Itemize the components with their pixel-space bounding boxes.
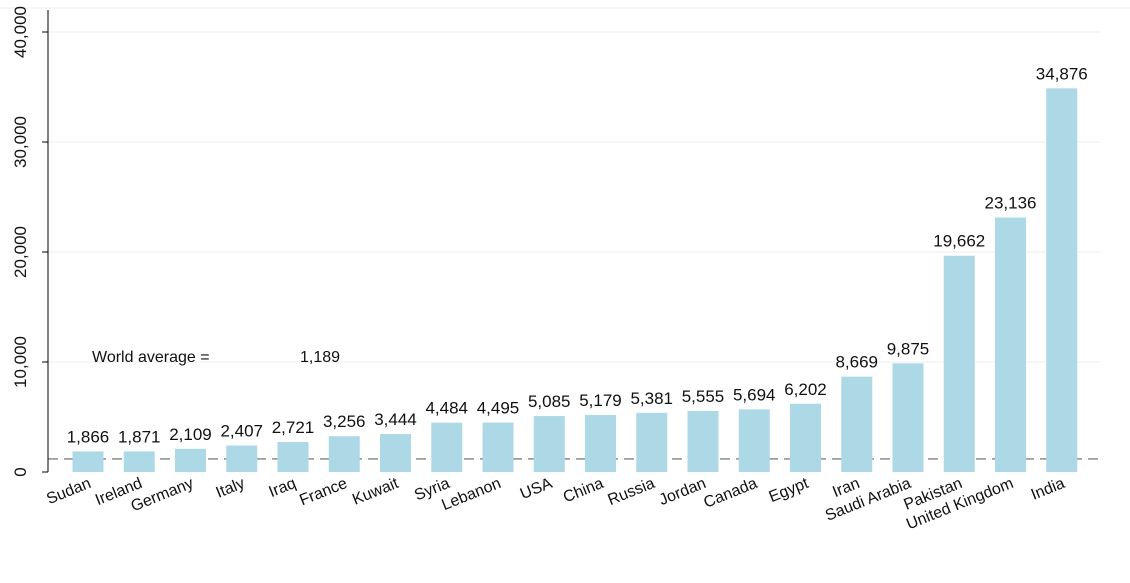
category-label-egypt: Egypt: [767, 475, 812, 506]
bar-kuwait: [380, 434, 411, 472]
bar-saudi-arabia: [892, 363, 924, 472]
bar-pakistan: [943, 255, 975, 472]
category-label-usa: USA: [518, 475, 555, 503]
bar-lebanon: [482, 422, 514, 472]
bar-italy: [226, 445, 258, 472]
bar-russia: [636, 412, 668, 472]
bar-sudan: [72, 451, 104, 472]
world-average-value: 1,189: [300, 349, 340, 366]
bar-value-labels: 1,866 1,871 2,109 2,407 2,721 3,256 3,444 4,484…: [67, 64, 1088, 446]
bar-usa: [533, 416, 565, 472]
value-label-italy: 2,407: [220, 422, 263, 441]
value-label-sudan: 1,866: [67, 427, 110, 446]
bar-egypt: [790, 403, 821, 472]
bar-iran: [841, 376, 873, 472]
y-tick-label-0: 0: [11, 467, 30, 476]
value-label-syria: 4,484: [425, 399, 468, 418]
category-label-canada: Canada: [701, 475, 759, 512]
grid-lines: [0, 7, 1130, 363]
bar-china: [585, 415, 616, 472]
value-label-germany: 2,109: [169, 425, 212, 444]
category-label-italy: Italy: [214, 475, 248, 502]
category-label-jordan: Jordan: [657, 475, 709, 509]
value-label-usa: 5,085: [528, 392, 571, 411]
y-axis: 0 10,000 20,000 30,000 40,000: [11, 6, 49, 477]
bar-jordan: [687, 410, 719, 472]
value-label-france: 3,256: [323, 412, 366, 431]
value-label-united-kingdom: 23,136: [985, 194, 1037, 213]
category-label-france: France: [297, 475, 350, 509]
value-label-saudi-arabia: 9,875: [887, 339, 930, 358]
bar-germany: [175, 448, 206, 472]
value-label-canada: 5,694: [733, 385, 776, 404]
bar-iraq: [277, 442, 309, 472]
y-tick-label-2: 20,000: [11, 226, 30, 278]
category-label-iraq: Iraq: [267, 475, 299, 501]
bar-india: [1046, 88, 1078, 472]
value-label-india: 34,876: [1036, 64, 1088, 83]
category-label-india: India: [1029, 475, 1068, 504]
category-label-lebanon: Lebanon: [439, 475, 503, 514]
value-label-egypt: 6,202: [784, 380, 827, 399]
bar-canada: [738, 409, 770, 472]
bar-syria: [431, 422, 463, 472]
bar-france: [328, 436, 360, 472]
category-label-sudan: Sudan: [44, 475, 93, 508]
value-label-china: 5,179: [579, 391, 622, 410]
bars: [72, 88, 1078, 472]
world-average-label: World average =: [92, 349, 210, 366]
bar-united-kingdom: [995, 217, 1026, 472]
y-tick-label-3: 30,000: [11, 116, 30, 168]
value-label-russia: 5,381: [630, 389, 673, 408]
category-label-kuwait: Kuwait: [350, 475, 401, 509]
y-tick-label-1: 10,000: [11, 336, 30, 388]
category-label-russia: Russia: [606, 475, 658, 509]
value-label-pakistan: 19,662: [933, 232, 985, 251]
bar-ireland: [123, 451, 155, 472]
value-label-iraq: 2,721: [272, 418, 315, 437]
value-label-lebanon: 4,495: [477, 399, 520, 418]
y-tick-label-4: 40,000: [11, 6, 30, 58]
value-label-jordan: 5,555: [682, 387, 725, 406]
value-label-iran: 8,669: [835, 353, 878, 372]
value-label-ireland: 1,871: [118, 427, 161, 446]
annotations: World average = 1,189: [92, 349, 340, 366]
category-label-china: China: [561, 475, 606, 506]
value-label-kuwait: 3,444: [374, 410, 417, 429]
